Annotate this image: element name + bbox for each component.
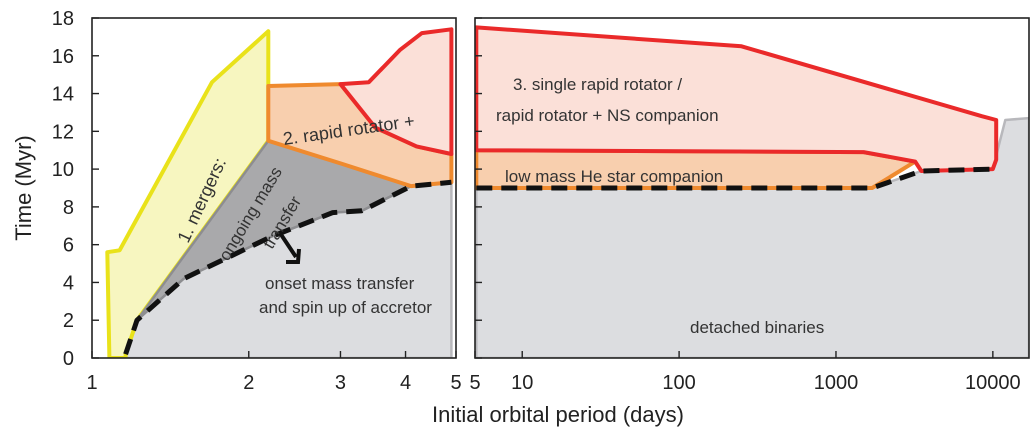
x-tick-label-left: 1 (86, 372, 97, 394)
region-3-single-rapid-rotator-rapid-rotator-ns-companion-right (475, 25, 999, 173)
detached-binaries-label: detached binaries (690, 318, 824, 337)
y-tick-label: 18 (52, 8, 74, 30)
left-regions (105, 27, 454, 358)
right-panel (474, 17, 1030, 359)
y-axis-label: Time (Myr) (11, 135, 36, 241)
right-dashed-line (476, 166, 993, 191)
onset-arrow-shaft (278, 231, 298, 259)
x-tick-label-right: 5 (469, 372, 480, 394)
onset-label-line2: and spin up of accretor (259, 298, 432, 317)
y-tick-label: 12 (52, 121, 74, 143)
region-3-single-rapid-rotator-rapid-rotator-ns-companion-left (338, 27, 454, 156)
x-tick-label-left: 5 (450, 372, 461, 394)
single-rotator-line2: rapid rotator + NS companion (496, 106, 719, 125)
y-tick-label: 16 (52, 46, 74, 68)
left-panel (91, 17, 457, 359)
onset-label-line1: onset mass transfer (265, 274, 415, 293)
left-dashed-line (123, 179, 452, 355)
x-axis-label: Initial orbital period (days) (432, 402, 684, 427)
right-regions (475, 25, 1029, 358)
x-tick-label-right: 10 (511, 372, 533, 394)
y-tick-label: 2 (63, 310, 74, 332)
single-rotator-line1: 3. single rapid rotator / (513, 75, 682, 94)
y-tick-label: 8 (63, 197, 74, 219)
x-tick-label-right: 100 (662, 372, 695, 394)
x-tick-label-left: 3 (335, 372, 346, 394)
right-frame (474, 17, 1030, 359)
onset-dashed-line-left (123, 179, 452, 355)
y-tick-label: 4 (63, 272, 74, 294)
he-companion-label: low mass He star companion (505, 167, 723, 186)
y-tick-label: 10 (52, 159, 74, 181)
x-tick-label-left: 2 (243, 372, 254, 394)
x-tick-label-left: 4 (400, 372, 411, 394)
y-tick-label: 6 (63, 235, 74, 257)
onset-dashed-line-right (476, 166, 993, 191)
y-tick-label: 0 (63, 348, 74, 370)
onset-arrow (278, 231, 301, 264)
left-frame (91, 17, 457, 359)
onset-arrow-head (286, 248, 301, 264)
y-tick-label: 14 (52, 84, 74, 106)
x-tick-label-right: 10000 (965, 372, 1021, 394)
x-tick-label-right: 1000 (814, 372, 859, 394)
